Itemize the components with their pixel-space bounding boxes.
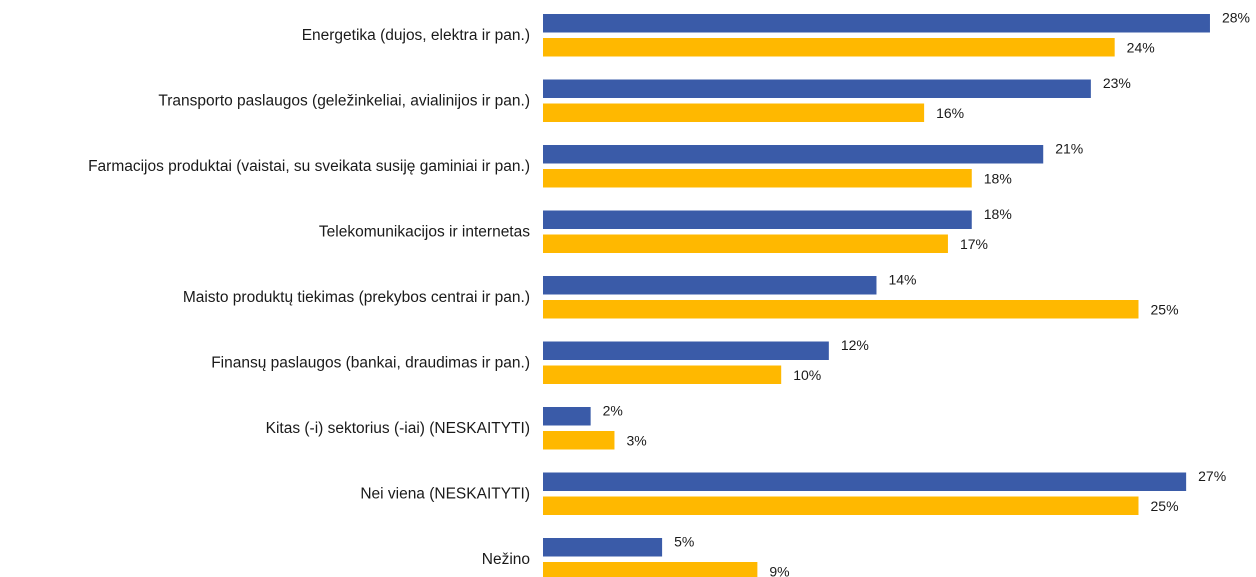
- value-label: 9%: [769, 564, 789, 577]
- bar: [543, 496, 1139, 515]
- category-label: Maisto produktų tiekimas (prekybos centr…: [183, 289, 530, 306]
- category-label: Energetika (dujos, elektra ir pan.): [302, 27, 530, 44]
- bar: [543, 431, 615, 450]
- value-label: 25%: [1151, 302, 1179, 318]
- bar: [543, 169, 972, 188]
- value-label: 24%: [1127, 40, 1155, 56]
- bar: [543, 407, 591, 426]
- category-label: Transporto paslaugos (geležinkeliai, avi…: [158, 93, 530, 110]
- category-label: Telekomunikacijos ir internetas: [319, 224, 530, 241]
- category-label: Farmacijos produktai (vaistai, su sveika…: [88, 158, 530, 175]
- category-label: Nei viena (NESKAITYTI): [360, 486, 530, 503]
- value-label: 27%: [1198, 468, 1226, 484]
- bar: [543, 103, 925, 122]
- bar: [543, 234, 948, 253]
- bar: [543, 14, 1210, 33]
- category-label: Kitas (-i) sektorius (-iai) (NESKAITYTI): [266, 420, 530, 437]
- value-label: 17%: [960, 236, 988, 252]
- value-label: 23%: [1103, 75, 1131, 91]
- bar: [543, 472, 1187, 491]
- value-label: 28%: [1222, 10, 1250, 26]
- value-label: 21%: [1055, 141, 1083, 157]
- bar: [543, 538, 663, 557]
- value-label: 25%: [1151, 498, 1179, 514]
- bar: [543, 79, 1091, 98]
- bar: [543, 38, 1115, 57]
- category-label: Finansų paslaugos (bankai, draudimas ir …: [211, 355, 530, 372]
- bar: [543, 300, 1139, 319]
- category-label: Nežino: [482, 551, 530, 568]
- value-label: 10%: [793, 367, 821, 383]
- bar: [543, 341, 829, 360]
- value-label: 18%: [984, 206, 1012, 222]
- bar: [543, 210, 972, 229]
- value-label: 18%: [984, 171, 1012, 187]
- value-label: 2%: [603, 403, 623, 419]
- bar: [543, 145, 1044, 164]
- bar: [543, 365, 782, 384]
- value-label: 3%: [626, 433, 646, 449]
- value-label: 12%: [841, 337, 869, 353]
- value-label: 14%: [888, 272, 916, 288]
- bar: [543, 276, 877, 295]
- value-label: 5%: [674, 534, 694, 550]
- bar: [543, 562, 758, 577]
- value-label: 16%: [936, 105, 964, 121]
